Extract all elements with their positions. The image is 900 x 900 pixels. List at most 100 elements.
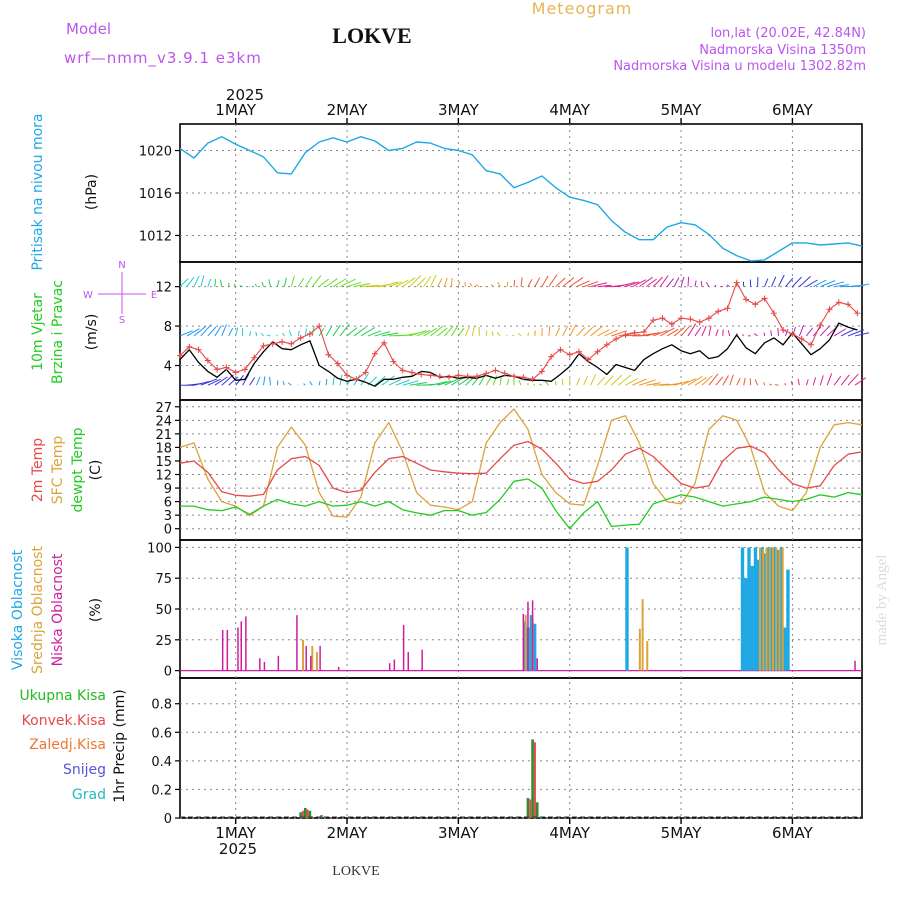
cloud-bar xyxy=(778,549,781,671)
wind-barb xyxy=(325,278,338,288)
cloud-bar xyxy=(296,615,298,671)
precip-bar xyxy=(303,808,307,818)
wind-barb xyxy=(179,330,193,337)
cloud-bar xyxy=(529,615,534,671)
sfctemp-title: SFC Temp xyxy=(50,436,66,505)
wind-barb xyxy=(214,278,217,287)
precip-bar xyxy=(526,798,530,818)
wind-barb xyxy=(618,374,632,386)
wind-gust-marker xyxy=(678,315,685,322)
top-day-label: 6MAY xyxy=(772,101,814,119)
wind-barb xyxy=(833,328,847,337)
wind-barb xyxy=(701,325,707,337)
wind-barb xyxy=(395,379,410,386)
cloud-bar xyxy=(393,659,396,671)
cloud-mid-title: Srednja Oblacnost xyxy=(30,546,46,674)
wind-barb xyxy=(799,276,811,288)
compass-w: W xyxy=(83,290,93,301)
wind-gust-marker xyxy=(761,295,768,302)
wind-barb xyxy=(576,327,586,337)
wind-barb xyxy=(269,376,271,386)
compass-s: S xyxy=(119,315,125,326)
wind-gust-marker xyxy=(177,352,183,359)
wind-barb xyxy=(590,325,603,337)
cloud-bar xyxy=(766,547,771,671)
wind-barb xyxy=(769,383,772,386)
wind-barb xyxy=(562,277,575,288)
wind-barb xyxy=(346,327,358,337)
cloud-bar xyxy=(536,658,538,671)
precip-total-label: Ukupna Kisa xyxy=(19,688,106,704)
wind-barb xyxy=(618,281,636,288)
wind-speed-line xyxy=(179,322,858,387)
cloud-bar xyxy=(407,652,410,671)
wind-barb xyxy=(255,331,258,337)
wind-barb xyxy=(639,379,656,386)
wind-barb xyxy=(402,277,416,288)
wind-barb xyxy=(646,382,661,386)
wind-barb xyxy=(611,374,623,386)
temperature-ytick-label: 27 xyxy=(155,401,172,416)
model-label: Model xyxy=(66,20,111,38)
wind-barb xyxy=(597,376,605,386)
wind-barb xyxy=(381,332,399,337)
wind-barb xyxy=(632,279,647,288)
wind-barb xyxy=(583,281,599,288)
wind-barb xyxy=(625,334,641,337)
wind-barb xyxy=(576,280,590,288)
wind-barb xyxy=(283,277,287,287)
wind-barb xyxy=(847,329,865,337)
precip-snow-label: Snijeg xyxy=(63,762,106,778)
cloud-bar xyxy=(759,547,762,671)
wind-barb xyxy=(527,279,533,287)
wind-barb xyxy=(590,282,608,288)
wind-barb xyxy=(409,381,428,386)
wind-barb xyxy=(242,373,250,386)
cloud-bar xyxy=(319,645,321,671)
wind-barb xyxy=(513,279,516,287)
wind-gust-marker xyxy=(251,354,258,361)
cloud-bar xyxy=(747,547,751,671)
wind-barb xyxy=(541,275,549,287)
wind-barb xyxy=(214,325,222,337)
wind-barb xyxy=(485,376,492,386)
wind-barb xyxy=(785,277,794,287)
precip-ytick-label: 0.4 xyxy=(151,755,172,770)
wind-barb xyxy=(673,380,689,386)
wind-barb xyxy=(381,281,399,288)
wind-barb xyxy=(450,277,453,287)
wind-barb xyxy=(471,326,475,337)
wind-barb xyxy=(539,383,543,386)
wind-barb xyxy=(485,330,488,336)
wind-gust-marker xyxy=(492,367,499,374)
cloud-ytick-label: 0 xyxy=(164,665,172,680)
wind-unit: (m/s) xyxy=(84,314,100,351)
wind-barb xyxy=(402,380,419,386)
cloud-bar xyxy=(527,601,529,671)
wind-barb xyxy=(409,275,422,287)
temperature-panel xyxy=(179,408,863,530)
wind-gust-marker xyxy=(594,348,601,355)
wind-barb xyxy=(784,328,789,337)
wind-barb xyxy=(792,276,802,287)
wind-barb xyxy=(353,326,367,337)
wind-barb xyxy=(437,278,443,287)
wind-barb xyxy=(469,282,473,287)
wind-barb xyxy=(444,378,459,386)
temperature-frame xyxy=(179,399,863,541)
wind-barb xyxy=(840,328,856,337)
wind-barb xyxy=(754,379,759,386)
wind-gust-marker xyxy=(529,376,536,383)
cloud-bar xyxy=(781,547,784,671)
top-day-label: 4MAY xyxy=(549,101,591,119)
precip-bar xyxy=(535,802,539,818)
wind-gust-marker xyxy=(585,356,592,363)
wind-panel xyxy=(177,274,870,387)
bottom-day-label: 1MAY xyxy=(215,824,257,842)
wind-barb xyxy=(416,330,431,337)
wind-gust-marker xyxy=(195,346,202,353)
wind-gust-marker xyxy=(446,374,453,381)
wind-gust-marker xyxy=(186,343,193,350)
wind-gust-marker xyxy=(483,370,490,377)
